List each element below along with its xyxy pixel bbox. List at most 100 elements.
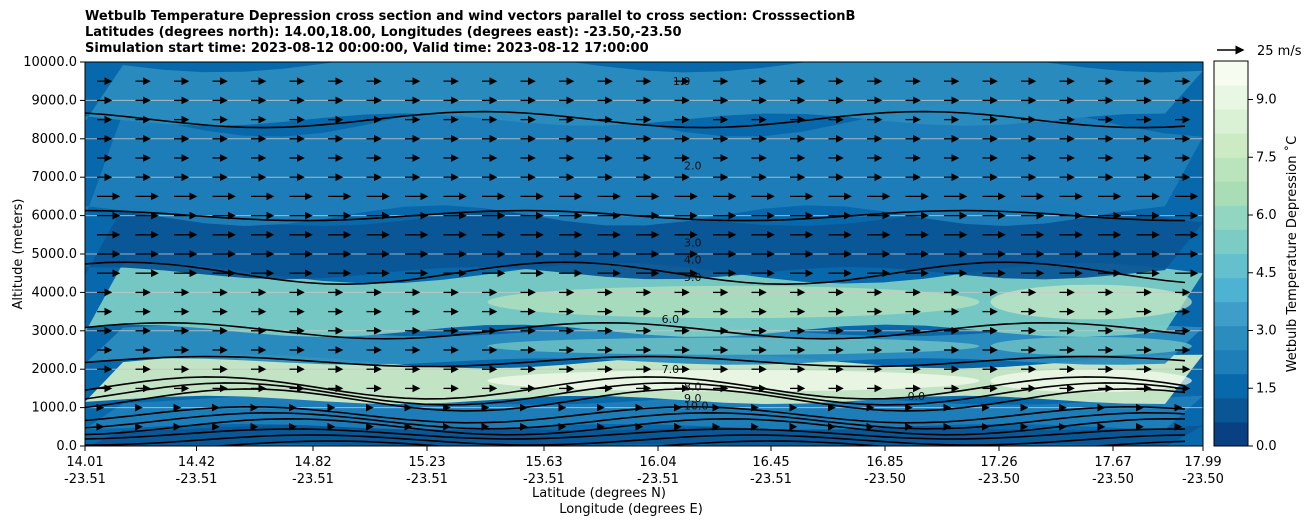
contour-band-core — [990, 336, 1192, 356]
x-tick-label-longitude: -23.51 — [523, 472, 565, 487]
y-axis: 0.0 1000.0 2000.0 3000.0 4000.0 5000.0 6000.0 7… — [23, 55, 85, 454]
y-tick-label: 7000.0 — [32, 170, 78, 185]
colorbar-tick-label: 0.0 — [1256, 439, 1277, 454]
y-tick-label: 9000.0 — [32, 93, 78, 108]
y-axis-title: Altitude (meters) — [11, 199, 26, 310]
contour-line — [85, 261, 1186, 286]
colorbar-swatch — [1214, 85, 1248, 110]
x-tick-label-longitude: -23.51 — [750, 472, 792, 487]
x-tick-label-latitude: 15.23 — [408, 455, 445, 470]
x-tick-label-longitude: -23.51 — [64, 472, 106, 487]
x-tick-label-latitude: 17.67 — [1094, 455, 1131, 470]
colorbar-swatch — [1214, 133, 1248, 158]
x-tick-label-latitude: 16.85 — [866, 455, 903, 470]
contour-line — [85, 411, 1186, 430]
contour-band-core — [990, 284, 1192, 320]
y-tick-label: 2000.0 — [32, 362, 78, 377]
plot-area: 1.0 2.0 3.0 4.0 5.0 6.0 7.0 8.09.010.0 0.0 — [85, 62, 1203, 446]
wind-key-label: 25 m/s — [1257, 44, 1302, 59]
colorbar-swatch — [1214, 277, 1248, 303]
colorbar-frame — [1213, 60, 1249, 447]
contour-label: 3.0 — [684, 236, 702, 249]
colorbar-ticks: 0.0 1.5 3.0 4.5 6.0 7.5 9.0 — [1248, 93, 1277, 454]
x-tick-label-latitude: 16.04 — [639, 455, 676, 470]
wind-key: 25 m/s — [1217, 44, 1302, 59]
contour-label: 8.0 — [684, 380, 702, 393]
colorbar-swatch — [1214, 253, 1248, 279]
x-tick-label-longitude: -23.51 — [292, 472, 334, 487]
contour-label: 7.0 — [662, 363, 680, 376]
colorbar-tick-label: 6.0 — [1256, 208, 1277, 223]
x-tick-label-longitude: -23.51 — [176, 472, 218, 487]
y-tick-label: 8000.0 — [32, 132, 78, 147]
colorbar-swatch — [1214, 181, 1248, 206]
y-tick-label: 4000.0 — [32, 285, 78, 300]
colorbar-swatch — [1214, 229, 1248, 254]
x-tick-label-longitude: -23.50 — [978, 472, 1020, 487]
contour-line — [85, 388, 1186, 412]
contour-line — [85, 428, 1186, 440]
colorbar-swatch — [1214, 325, 1248, 351]
colorbar-tick-label: 4.5 — [1256, 266, 1277, 281]
contour-label: 2.0 — [684, 160, 702, 173]
x-axis: 14.01 -23.51 14.42 -23.51 14.82 -23.51 15.23 -2… — [64, 446, 1224, 487]
y-tick-label: 3000.0 — [32, 324, 78, 339]
contour-label: 9.0 — [684, 392, 702, 405]
contour-line — [85, 355, 1186, 368]
contour-band-core — [990, 369, 1192, 393]
y-tick-label: 0.0 — [56, 439, 77, 454]
x-tick-label-latitude: 14.42 — [178, 455, 215, 470]
x-tick-label-latitude: 17.26 — [980, 455, 1017, 470]
x-tick-label-longitude: -23.51 — [406, 472, 448, 487]
colorbar-swatches — [1214, 61, 1248, 447]
colorbar-swatch — [1214, 157, 1248, 182]
contour-band-core — [487, 337, 980, 355]
contour-band-core — [487, 285, 980, 319]
contour-labels: 1.0 2.0 3.0 4.0 5.0 6.0 7.0 8.09.010.0 0.0 — [662, 75, 925, 412]
x-tick-label-longitude: -23.50 — [864, 472, 906, 487]
contour-line — [208, 440, 1186, 446]
x-tick-label-longitude: -23.50 — [1092, 472, 1134, 487]
colorbar-swatch — [1214, 373, 1248, 399]
colorbar-swatch — [1214, 397, 1248, 423]
x-tick-label-latitude: 14.82 — [294, 455, 331, 470]
colorbar-swatch — [1214, 61, 1248, 86]
colorbar-swatch — [1214, 205, 1248, 230]
wind-vectors — [96, 77, 1199, 431]
x-tick-label-longitude: -23.50 — [1182, 472, 1224, 487]
contour-line — [85, 382, 1186, 406]
y-tick-label: 10000.0 — [23, 55, 77, 70]
x-tick-label-latitude: 17.99 — [1184, 455, 1221, 470]
contour-line — [85, 434, 1186, 446]
chart-title-block: Wetbulb Temperature Depression cross sec… — [85, 9, 855, 57]
x-axis-title-latitude: Latitude (degrees N) — [532, 486, 666, 501]
colorbar: 0.0 1.5 3.0 4.5 6.0 7.5 9.0 Wetbulb Temperatur… — [1213, 60, 1300, 454]
contour-line — [85, 376, 1186, 400]
contour-line — [85, 110, 1186, 129]
contour-label: 10.0 — [684, 400, 709, 413]
colorbar-swatch — [1214, 349, 1248, 375]
colorbar-tick-label: 1.5 — [1256, 381, 1277, 396]
chart-title-line-1: Wetbulb Temperature Depression cross sec… — [85, 9, 856, 24]
contour-label: 0.0 — [908, 390, 926, 403]
contour-line — [85, 417, 1186, 436]
contour-label: 4.0 — [684, 254, 702, 267]
colorbar-tick-label: 7.5 — [1256, 150, 1277, 165]
colorbar-swatch — [1214, 109, 1248, 134]
x-tick-label-latitude: 14.01 — [66, 455, 103, 470]
contour-line — [85, 405, 1186, 424]
colorbar-tick-label: 9.0 — [1256, 93, 1277, 108]
colorbar-label: Wetbulb Temperature Depression ˚C — [1284, 136, 1300, 373]
contour-line — [85, 321, 1186, 340]
colorbar-swatch — [1214, 421, 1248, 447]
colorbar-swatch — [1214, 301, 1248, 327]
contour-band — [85, 205, 1203, 280]
contour-label: 5.0 — [684, 271, 702, 284]
chart-title-line-3: Simulation start time: 2023-08-12 00:00:… — [85, 41, 649, 56]
colorbar-tick-label: 3.0 — [1256, 324, 1277, 339]
x-tick-label-longitude: -23.51 — [637, 472, 679, 487]
contour-line — [85, 209, 1186, 222]
contour-lines — [85, 110, 1186, 446]
x-tick-label-latitude: 16.45 — [752, 455, 789, 470]
